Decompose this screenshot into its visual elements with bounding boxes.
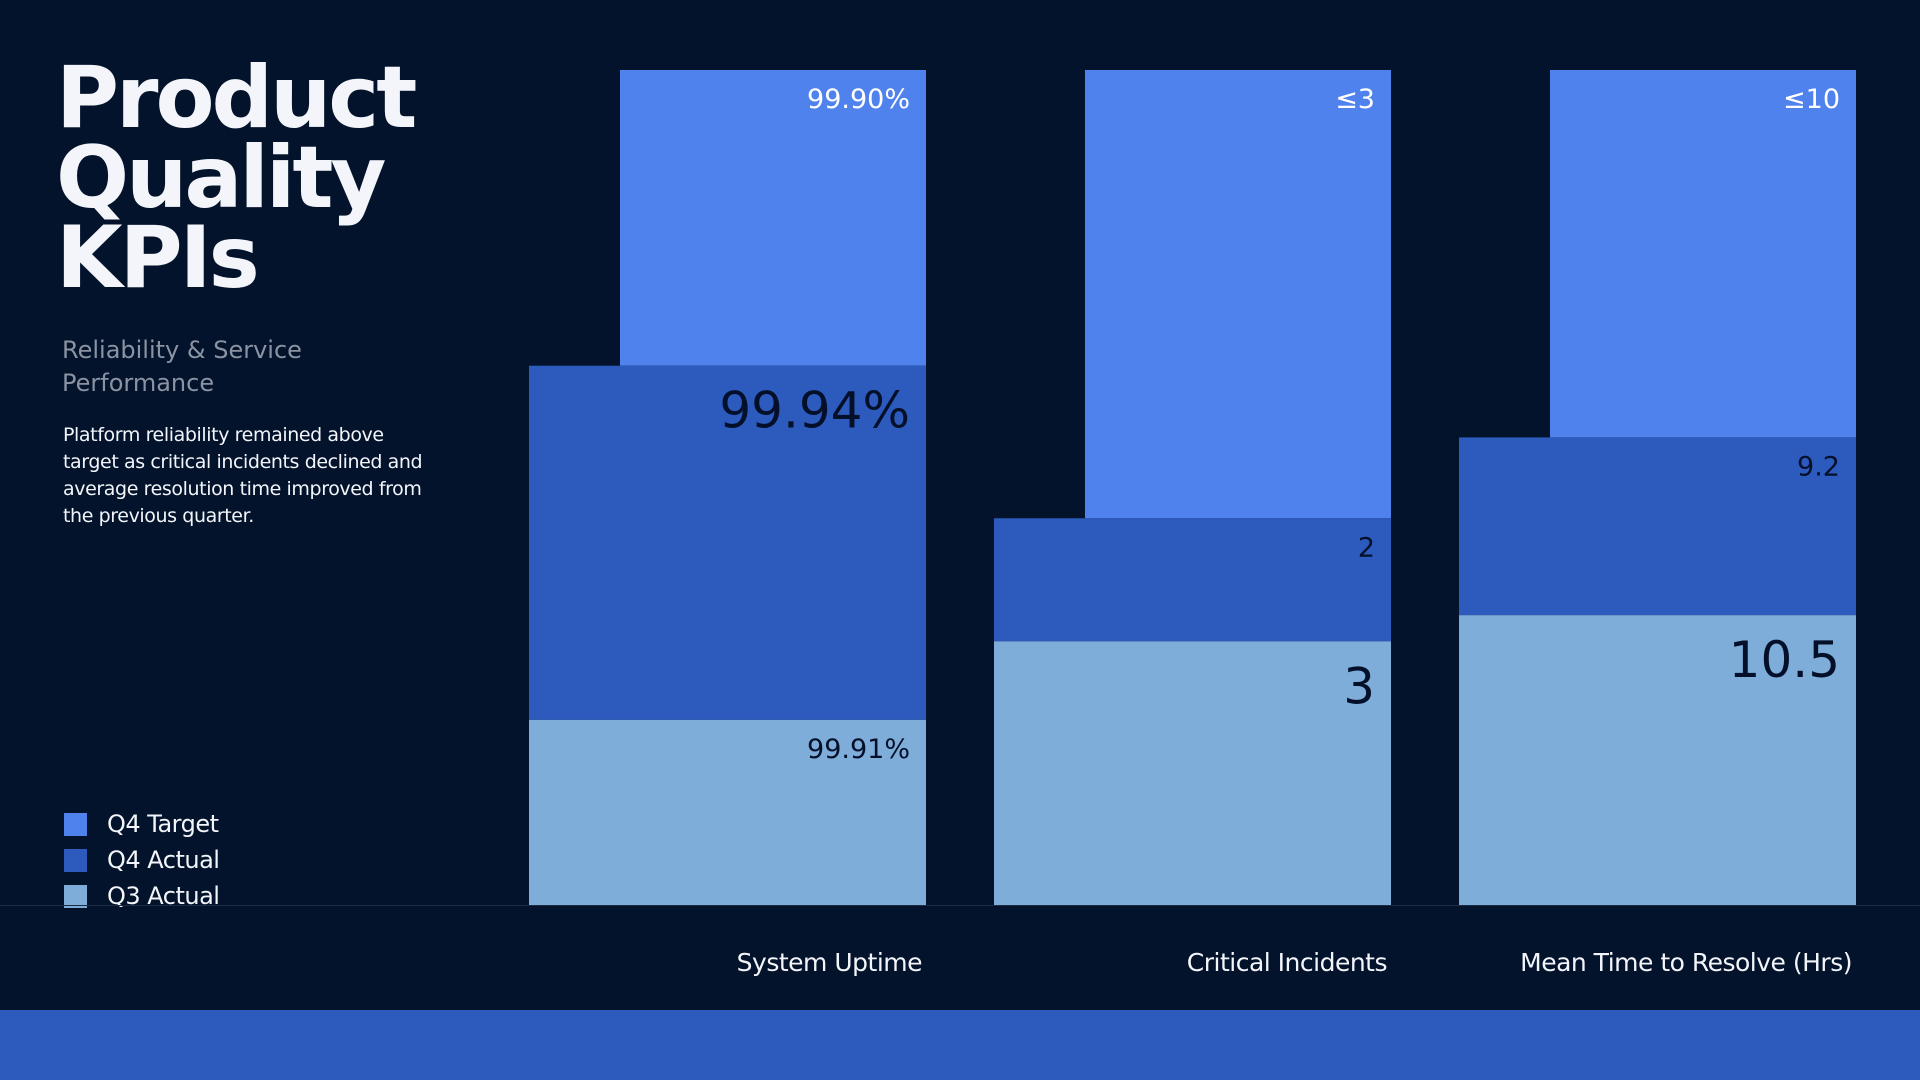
- category-label: Mean Time to Resolve (Hrs): [1520, 948, 1852, 977]
- bar-q4-actual: [1459, 437, 1856, 616]
- legend-swatch: [64, 812, 87, 836]
- title-line: KPIs: [56, 208, 260, 308]
- bar-q4-target: [1550, 70, 1856, 438]
- data-label: 99.91%: [807, 734, 910, 765]
- bar-q4-actual: [994, 518, 1391, 642]
- legend-item-q4-target: Q4 Target: [64, 806, 219, 842]
- bar-q3-actual: [529, 719, 926, 905]
- legend-swatch: [64, 884, 87, 908]
- data-label: 3: [1343, 657, 1375, 715]
- bar-q4-target: [620, 70, 926, 366]
- data-label: 2: [1358, 532, 1375, 563]
- bar-q3-actual: [1459, 615, 1856, 905]
- legend-swatch: [64, 848, 87, 872]
- category-label: System Uptime: [737, 948, 922, 977]
- data-label: ≤10: [1783, 84, 1840, 115]
- footer-band: [0, 1010, 1920, 1080]
- legend-label: Q4 Target: [107, 810, 219, 838]
- page-title: Product Quality KPIs: [56, 55, 417, 301]
- kpi-chart: 99.90% 99.94% 99.91% System Uptime ≤3 2 3 Criti…: [0, 70, 1920, 977]
- bar-q3-actual: [994, 641, 1391, 905]
- data-label: ≤3: [1335, 84, 1375, 115]
- description-text: Platform reliability remained above targ…: [63, 424, 423, 527]
- data-label: 99.94%: [719, 382, 910, 440]
- category-label: Critical Incidents: [1187, 948, 1387, 977]
- data-label: 9.2: [1797, 451, 1840, 482]
- legend-label: Q4 Actual: [107, 846, 220, 874]
- bar-q4-target: [1085, 70, 1391, 519]
- legend-item-q4-actual: Q4 Actual: [64, 842, 220, 878]
- bar-q4-actual: [529, 365, 926, 720]
- title-line: Product: [56, 48, 417, 148]
- data-label: 99.90%: [807, 84, 910, 115]
- title-line: Quality: [56, 128, 386, 228]
- page-subtitle: Reliability & Service Performance: [62, 336, 302, 397]
- data-label: 10.5: [1729, 631, 1840, 689]
